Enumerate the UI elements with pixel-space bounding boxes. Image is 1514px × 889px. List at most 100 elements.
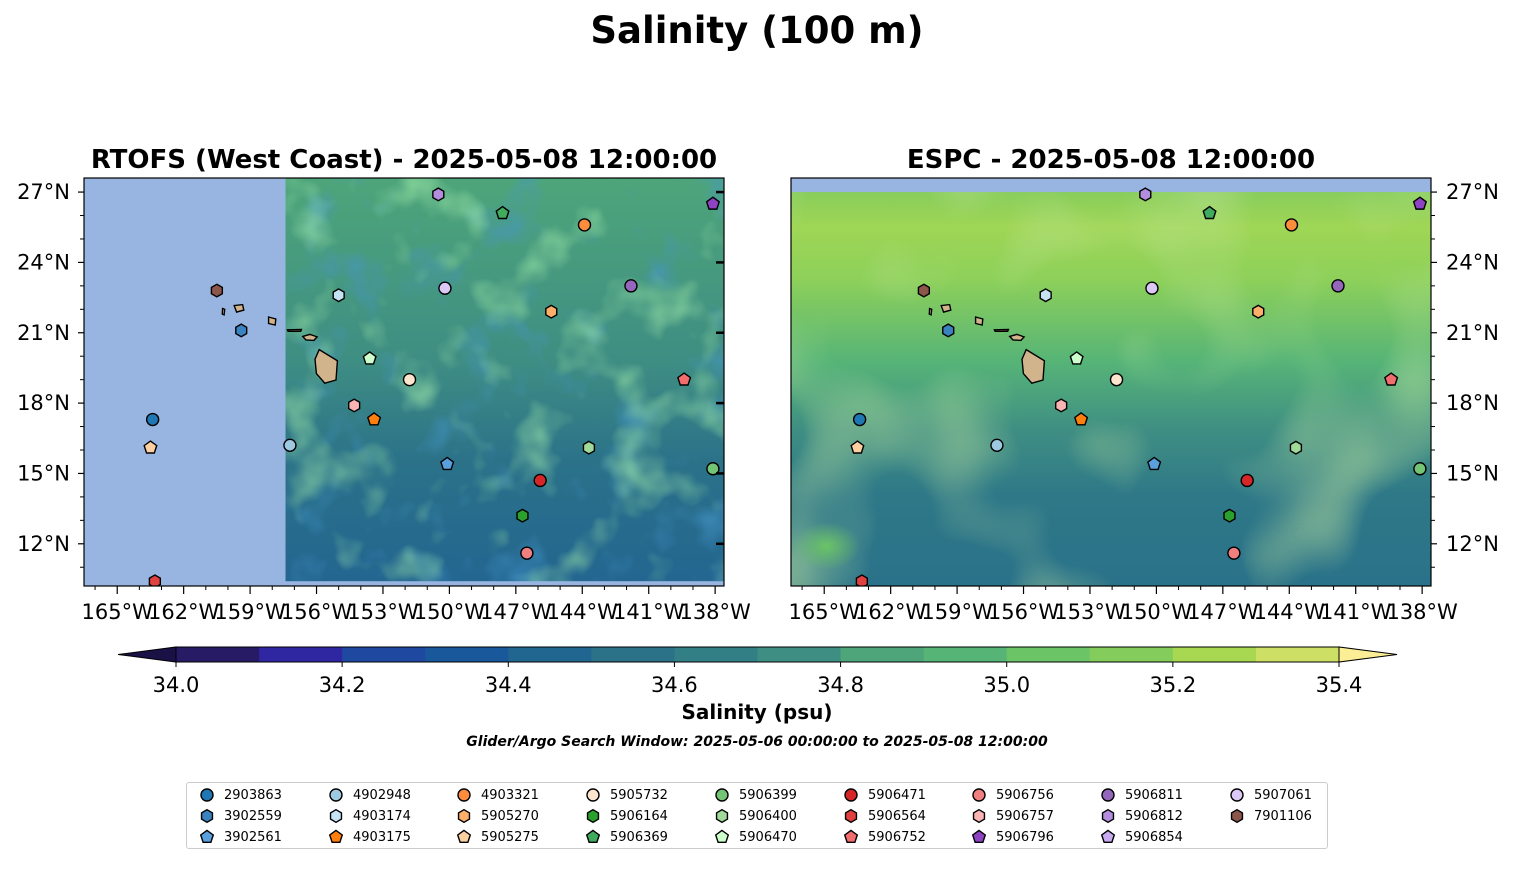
y-tick-label: 21°N: [1446, 321, 1499, 345]
colorbar-segment: [508, 647, 592, 662]
float-legend: 2903863 3902559 3902561 4902948 4903174 49031…: [186, 782, 1328, 849]
island-kauai: [233, 303, 245, 313]
legend-marker-icon: [1101, 808, 1115, 824]
legend-marker-icon: [844, 788, 858, 802]
legend-item-4903175: 4903175: [328, 829, 411, 845]
legend-marker-icon: [972, 808, 986, 824]
legend-item-2903863: 2903863: [199, 787, 282, 803]
float-marker-4903321: [1284, 218, 1299, 232]
legend-marker-icon: [971, 829, 987, 844]
y-tick-label: 27°N: [1446, 180, 1499, 204]
float-marker-5906757: [1055, 398, 1068, 413]
legend-marker-2903863: [200, 788, 214, 802]
float-marker-5906400: [582, 440, 596, 455]
float-marker-4903175: [367, 412, 382, 426]
island-oahu: [267, 316, 277, 326]
y-tick-label: 21°N: [17, 321, 70, 345]
salinity-colorbar: 34.0 34.2 34.4 34.6 34.8 35.0 35.2 35.4 Salinity…: [117, 646, 1398, 724]
legend-marker-icon: [1101, 788, 1115, 802]
legend-label: 5906369: [610, 829, 668, 845]
legend-item-5906796: 5906796: [971, 829, 1054, 845]
legend-item-3902559: 3902559: [199, 808, 282, 824]
legend-marker-4903321: [457, 788, 471, 802]
panel-frame: [83, 177, 725, 587]
y-tick-label: 15°N: [1446, 461, 1499, 485]
legend-marker-5906811: [1101, 788, 1115, 802]
legend-item-4903321: 4903321: [456, 787, 539, 803]
legend-item-5905732: 5905732: [585, 787, 668, 803]
colorbar-tick-label: 35.2: [1149, 673, 1196, 697]
legend-label: 3902559: [224, 808, 282, 824]
legend-item-5906757: 5906757: [971, 808, 1054, 824]
legend-marker-icon: [715, 788, 729, 802]
legend-item-5905270: 5905270: [456, 808, 539, 824]
y-tick-label: 18°N: [17, 391, 70, 415]
float-marker-5906811: [1331, 279, 1345, 293]
legend-marker-icon: [844, 808, 858, 824]
legend-marker-5906854: [1100, 829, 1116, 844]
legend-item-5906399: 5906399: [714, 787, 797, 803]
legend-marker-4902948: [329, 788, 343, 802]
colorbar-tick-label: 34.2: [319, 673, 366, 697]
x-tick-label: 165°W: [789, 600, 861, 624]
legend-label: 5905275: [481, 829, 539, 845]
legend-marker-icon: [457, 788, 471, 802]
y-tick-label: 12°N: [1446, 532, 1499, 556]
legend-item-5906854: 5906854: [1100, 829, 1183, 845]
legend-marker-icon: [586, 808, 600, 824]
legend-marker-5906164: [586, 808, 600, 824]
colorbar-segment: [259, 647, 343, 662]
search-window-text: Glider/Argo Search Window: 2025-05-06 00…: [466, 734, 1048, 750]
float-marker-5906752: [677, 372, 692, 386]
legend-label: 3902561: [224, 829, 282, 845]
legend-marker-7901106: [1230, 808, 1244, 824]
legend-marker-5906399: [715, 788, 729, 802]
x-tick-label: 141°W: [613, 600, 685, 624]
island-oahu: [974, 316, 984, 326]
legend-marker-icon: [1230, 788, 1244, 802]
y-tick-label: 15°N: [17, 461, 70, 485]
float-marker-5907061: [438, 281, 452, 295]
float-marker-5906399: [706, 462, 720, 476]
x-tick-label: 153°W: [347, 600, 419, 624]
legend-label: 2903863: [224, 787, 282, 803]
rtofs-map-panel: RTOFS (West Coast) - 2025-05-08 12:00:00…: [17, 145, 751, 624]
panel-title: ESPC - 2025-05-08 12:00:00: [907, 145, 1315, 175]
legend-marker-5907061: [1230, 788, 1244, 802]
colorbar-segment: [425, 647, 509, 662]
legend-item-5906752: 5906752: [843, 829, 926, 845]
colorbar-segment: [674, 647, 758, 662]
legend-item-5906369: 5906369: [585, 829, 668, 845]
legend-item-5906811: 5906811: [1100, 787, 1183, 803]
x-tick-label: 141°W: [1320, 600, 1392, 624]
panel-title: RTOFS (West Coast) - 2025-05-08 12:00:00: [91, 145, 717, 175]
legend-label: 4903321: [481, 787, 539, 803]
legend-label: 5906796: [996, 829, 1054, 845]
legend-marker-4903174: [329, 808, 343, 824]
x-tick-label: 156°W: [988, 600, 1060, 624]
espc-map-panel: ESPC - 2025-05-08 12:00:00 165°W162°W159°…: [789, 145, 1499, 624]
float-marker-5906796: [705, 196, 721, 210]
float-marker-5906796: [1412, 196, 1428, 210]
island-molokai: [286, 328, 303, 332]
legend-label: 5906471: [868, 787, 926, 803]
legend-marker-5906400: [715, 808, 729, 824]
float-marker-3902561: [1147, 456, 1162, 471]
colorbar-segment: [342, 647, 426, 662]
legend-label: 5906752: [868, 829, 926, 845]
colorbar-extend-high: [1338, 646, 1398, 663]
colorbar-extend-low: [117, 646, 177, 663]
island-kauai: [940, 303, 952, 313]
legend-marker-icon: [329, 788, 343, 802]
x-tick-label: 138°W: [1386, 600, 1458, 624]
legend-marker-5906756: [972, 788, 986, 802]
legend-item-4902948: 4902948: [328, 787, 411, 803]
island-hawaii: [1021, 348, 1046, 384]
legend-label: 7901106: [1254, 808, 1312, 824]
y-tick-label: 18°N: [1446, 391, 1499, 415]
legend-item-5906400: 5906400: [714, 808, 797, 824]
legend-marker-5906812: [1101, 808, 1115, 824]
legend-item-5907061: 5907061: [1229, 787, 1312, 803]
colorbar-tick-label: 35.4: [1316, 673, 1363, 697]
